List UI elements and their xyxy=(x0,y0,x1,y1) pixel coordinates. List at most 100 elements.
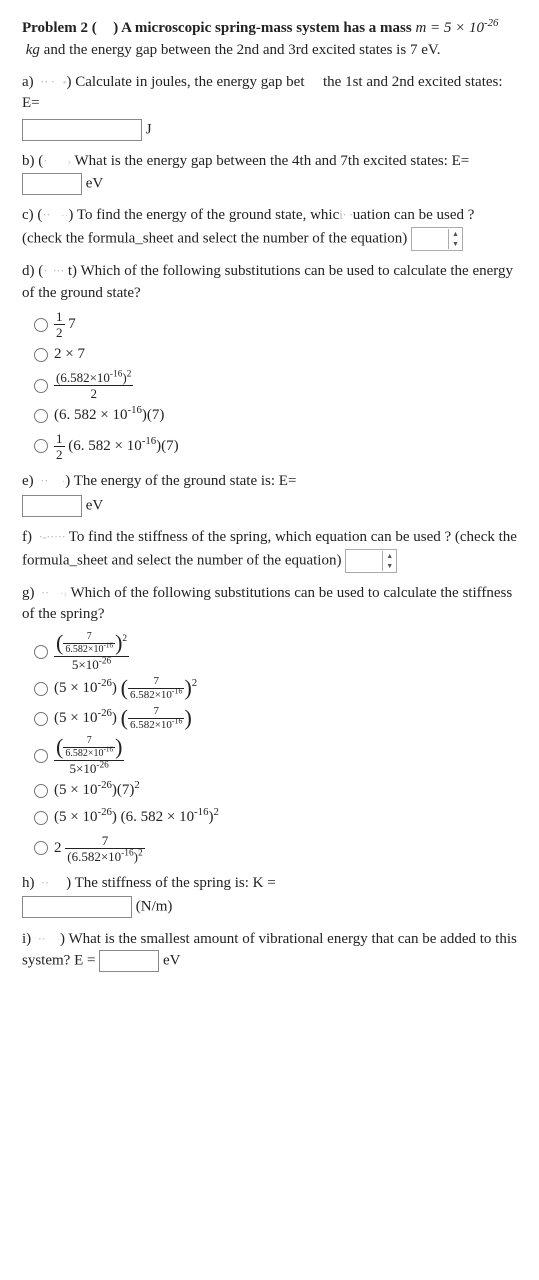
smudge-g: ·· xyxy=(38,585,59,600)
g7n: 7 xyxy=(65,834,144,849)
b-answer-input[interactable] xyxy=(22,173,82,195)
h2n: 1 xyxy=(54,432,65,447)
g-radio-7[interactable] xyxy=(34,841,48,855)
g4do: 5×10 xyxy=(70,761,97,776)
part-b: b) (· › What is the energy gap between t… xyxy=(22,151,517,195)
g-opt-1-label: (76.582×10-16)2 5×10-26 xyxy=(54,632,129,671)
g1id: 6.582×10 xyxy=(65,644,103,655)
spinner-down-icon[interactable]: ▼ xyxy=(449,239,462,249)
g-opt-1: (76.582×10-16)2 5×10-26 xyxy=(34,632,517,671)
e-answer-input[interactable] xyxy=(22,495,82,517)
d-radio-5[interactable] xyxy=(34,439,48,453)
i-text: ) What is the smallest amount of vibrati… xyxy=(22,931,517,969)
g3ie: -16 xyxy=(172,716,183,725)
d-radio-2[interactable] xyxy=(34,348,48,362)
f-equation-input[interactable] xyxy=(346,550,382,572)
d1a: 7 xyxy=(68,316,76,332)
g-text: Which of the following substitutions can… xyxy=(22,585,512,623)
d-opt-3: (6.582×10-16)2 2 xyxy=(34,371,517,400)
i-answer-input[interactable] xyxy=(99,950,159,972)
d-opt-4: (6. 582 × 10-16)(7) xyxy=(34,405,517,427)
g6e2: -16 xyxy=(194,806,208,818)
smudge-f: ·-····· xyxy=(36,529,66,544)
g7de: -16 xyxy=(121,848,133,858)
smudge-a: ·· · xyxy=(37,74,62,89)
f-text: To find the stiffness of the spring, whi… xyxy=(22,529,517,568)
g-opt-2-label: (5 × 10-26) (76.582×10-16)2 xyxy=(54,676,197,701)
f-equation-spinner[interactable]: ▲ ▼ xyxy=(345,549,397,573)
e-unit: eV xyxy=(86,497,104,513)
d-label: d) ( xyxy=(22,263,43,279)
smudge-a3 xyxy=(308,74,319,89)
i-label: i) xyxy=(22,931,31,947)
part-d: d) (· ··· t) Which of the following subs… xyxy=(22,261,517,461)
d5e: -16 xyxy=(142,435,156,447)
h-answer-input[interactable] xyxy=(22,896,132,918)
part-c: c) (·· ··) To find the energy of the gro… xyxy=(22,205,517,251)
g-label: g) xyxy=(22,585,35,601)
g-radio-2[interactable] xyxy=(34,682,48,696)
g5sq: 2 xyxy=(134,779,139,791)
c-equation-spinner[interactable]: ▲ ▼ xyxy=(411,227,463,251)
d5b: )(7) xyxy=(156,438,179,454)
g-radio-5[interactable] xyxy=(34,784,48,798)
smudge-b2: › xyxy=(67,156,71,168)
d-radio-4[interactable] xyxy=(34,409,48,423)
d-radio-1[interactable] xyxy=(34,318,48,332)
g2id: 6.582×10 xyxy=(130,689,172,701)
d-opt-2: 2 × 7 xyxy=(34,344,517,366)
g-radio-4[interactable] xyxy=(34,749,48,763)
g6b: ) (6. 582 × 10 xyxy=(112,809,194,825)
g1ie: -16 xyxy=(103,642,113,650)
g1sq: 2 xyxy=(122,634,127,644)
g-radio-6[interactable] xyxy=(34,811,48,825)
g-opt-3-label: (5 × 10-26) (76.582×10-16) xyxy=(54,706,192,731)
c-equation-input[interactable] xyxy=(412,228,448,250)
g2sq: 2 xyxy=(192,677,197,689)
c-text: ) To find the energy of the ground state… xyxy=(68,207,339,223)
g1do: 5×10 xyxy=(72,657,99,672)
g7ds: 2 xyxy=(138,848,143,858)
e-text: ) The energy of the ground state is: E= xyxy=(65,473,296,489)
part-f: f) ·-····· To find the stiffness of the … xyxy=(22,527,517,573)
smudge-c: ·· xyxy=(42,207,61,222)
smudge xyxy=(97,20,114,35)
g5b: )(7) xyxy=(112,782,135,798)
g6e: -26 xyxy=(97,806,111,818)
g-opt-7: 2 7 (6.582×10-16)2 xyxy=(34,834,517,863)
g3a: (5 × 10 xyxy=(54,710,97,726)
spinner-up-icon-f[interactable]: ▲ xyxy=(383,551,396,561)
sm-g2: ·› xyxy=(60,588,67,600)
spinner-arrows-f: ▲ ▼ xyxy=(382,551,396,571)
g5a: (5 × 10 xyxy=(54,782,97,798)
d4e: -16 xyxy=(127,404,141,416)
part-i: i) ·· ·) What is the smallest amount of … xyxy=(22,929,517,973)
a-answer-input[interactable] xyxy=(22,119,142,141)
g2ie: -16 xyxy=(172,686,183,695)
problem-intro: Problem 2 ( ) A microscopic spring-mass … xyxy=(22,18,517,62)
g5e: -26 xyxy=(97,779,111,791)
g2e: -26 xyxy=(97,677,111,689)
g-radio-1[interactable] xyxy=(34,645,48,659)
g-opt-2: (5 × 10-26) (76.582×10-16)2 xyxy=(34,676,517,701)
mass-exp: -26 xyxy=(484,17,498,29)
e-input-row: eV xyxy=(22,495,517,517)
g7p: 2 xyxy=(54,840,62,856)
g-options: (76.582×10-16)2 5×10-26 (5 × 10-26) (76.… xyxy=(34,632,517,863)
d4b: )(7) xyxy=(142,407,165,423)
d-radio-3[interactable] xyxy=(34,379,48,393)
spinner-down-icon-f[interactable]: ▼ xyxy=(383,561,396,571)
d-opt-5-label: 12 (6. 582 × 10-16)(7) xyxy=(54,432,179,461)
mass-unit: kg xyxy=(26,42,40,58)
g-opt-5: (5 × 10-26)(7)2 xyxy=(34,780,517,802)
g4id: 6.582×10 xyxy=(65,748,103,759)
g-opt-3: (5 × 10-26) (76.582×10-16) xyxy=(34,706,517,731)
spinner-up-icon[interactable]: ▲ xyxy=(449,229,462,239)
problem-title: Problem 2 ( xyxy=(22,20,97,36)
smudge-d: · ··· xyxy=(43,263,64,278)
g-radio-3[interactable] xyxy=(34,712,48,726)
g-opt-5-label: (5 × 10-26)(7)2 xyxy=(54,780,140,802)
h-unit: (N/m) xyxy=(136,899,173,915)
d3s: 2 xyxy=(127,370,132,380)
f-label: f) xyxy=(22,529,32,545)
